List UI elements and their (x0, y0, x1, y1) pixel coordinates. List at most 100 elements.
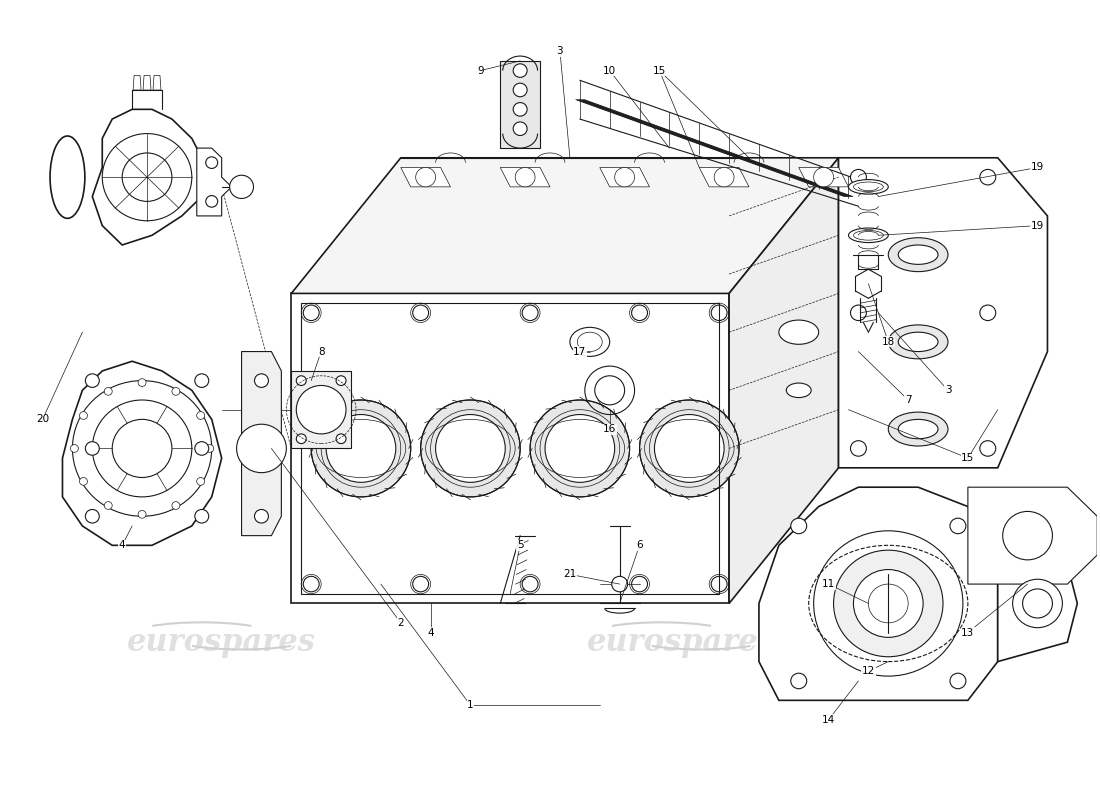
Text: 3: 3 (557, 46, 563, 56)
Circle shape (73, 381, 211, 516)
Circle shape (850, 170, 867, 185)
Circle shape (236, 424, 286, 473)
Circle shape (1003, 511, 1053, 560)
Text: 13: 13 (961, 627, 975, 638)
Circle shape (195, 442, 209, 455)
Text: 14: 14 (822, 714, 835, 725)
Circle shape (420, 400, 520, 497)
Text: 12: 12 (861, 666, 875, 676)
Circle shape (92, 400, 191, 497)
Circle shape (102, 134, 191, 221)
Circle shape (631, 576, 648, 592)
Circle shape (530, 400, 629, 497)
Circle shape (254, 510, 268, 523)
Text: 19: 19 (1031, 162, 1044, 173)
Circle shape (104, 387, 112, 395)
Circle shape (206, 195, 218, 207)
Circle shape (654, 414, 724, 482)
Text: 15: 15 (961, 453, 975, 463)
Circle shape (326, 414, 396, 482)
Text: 1: 1 (468, 700, 474, 710)
Circle shape (230, 175, 253, 198)
Text: 5: 5 (517, 540, 524, 550)
Circle shape (122, 153, 172, 202)
Text: 18: 18 (882, 337, 895, 347)
Circle shape (197, 478, 205, 486)
Text: 9: 9 (477, 66, 484, 75)
Circle shape (197, 412, 205, 419)
Circle shape (337, 376, 346, 386)
Text: 15: 15 (652, 66, 667, 75)
Circle shape (850, 305, 867, 321)
Ellipse shape (889, 325, 948, 359)
Text: 21: 21 (563, 570, 576, 579)
Circle shape (104, 502, 112, 510)
Circle shape (522, 576, 538, 592)
Polygon shape (600, 167, 649, 187)
Polygon shape (700, 167, 749, 187)
Text: 11: 11 (822, 579, 835, 589)
Circle shape (195, 374, 209, 387)
Circle shape (714, 167, 734, 187)
Circle shape (950, 674, 966, 689)
Circle shape (514, 83, 527, 97)
Text: 19: 19 (1031, 221, 1044, 230)
Circle shape (712, 576, 727, 592)
Polygon shape (292, 158, 838, 294)
Text: 20: 20 (36, 414, 50, 424)
Ellipse shape (779, 320, 818, 344)
Polygon shape (133, 75, 141, 90)
Circle shape (980, 170, 996, 185)
Circle shape (337, 434, 346, 443)
Circle shape (834, 550, 943, 657)
Circle shape (79, 478, 88, 486)
Circle shape (436, 414, 505, 482)
Circle shape (612, 576, 628, 592)
Polygon shape (143, 75, 151, 90)
Circle shape (814, 530, 962, 676)
Text: 7: 7 (905, 395, 912, 405)
Text: 4: 4 (119, 540, 125, 550)
Text: 8: 8 (318, 346, 324, 357)
Circle shape (79, 412, 88, 419)
Circle shape (206, 445, 213, 452)
Polygon shape (153, 75, 161, 90)
Circle shape (514, 102, 527, 116)
Circle shape (296, 376, 306, 386)
Polygon shape (729, 158, 838, 603)
Circle shape (854, 570, 923, 638)
Ellipse shape (899, 245, 938, 264)
Circle shape (515, 167, 535, 187)
Circle shape (139, 378, 146, 386)
Circle shape (631, 305, 648, 321)
Text: 4: 4 (427, 627, 433, 638)
Circle shape (1013, 579, 1063, 628)
Circle shape (639, 400, 739, 497)
Text: eurospares: eurospares (128, 627, 316, 658)
Circle shape (311, 400, 410, 497)
Circle shape (86, 374, 99, 387)
Polygon shape (292, 371, 351, 449)
Circle shape (514, 122, 527, 135)
Circle shape (112, 419, 172, 478)
Circle shape (86, 442, 99, 455)
Circle shape (416, 167, 436, 187)
Ellipse shape (889, 238, 948, 272)
Polygon shape (838, 158, 1047, 468)
Circle shape (86, 510, 99, 523)
Circle shape (304, 576, 319, 592)
Circle shape (544, 414, 615, 482)
Ellipse shape (786, 383, 811, 398)
Circle shape (412, 305, 429, 321)
Polygon shape (242, 351, 282, 536)
Text: 10: 10 (603, 66, 616, 75)
Circle shape (980, 441, 996, 456)
Circle shape (296, 434, 306, 443)
Circle shape (172, 502, 180, 510)
Circle shape (615, 167, 635, 187)
Text: 3: 3 (945, 386, 952, 395)
Circle shape (950, 518, 966, 534)
Text: 6: 6 (636, 540, 642, 550)
Circle shape (595, 376, 625, 405)
Polygon shape (759, 487, 998, 700)
